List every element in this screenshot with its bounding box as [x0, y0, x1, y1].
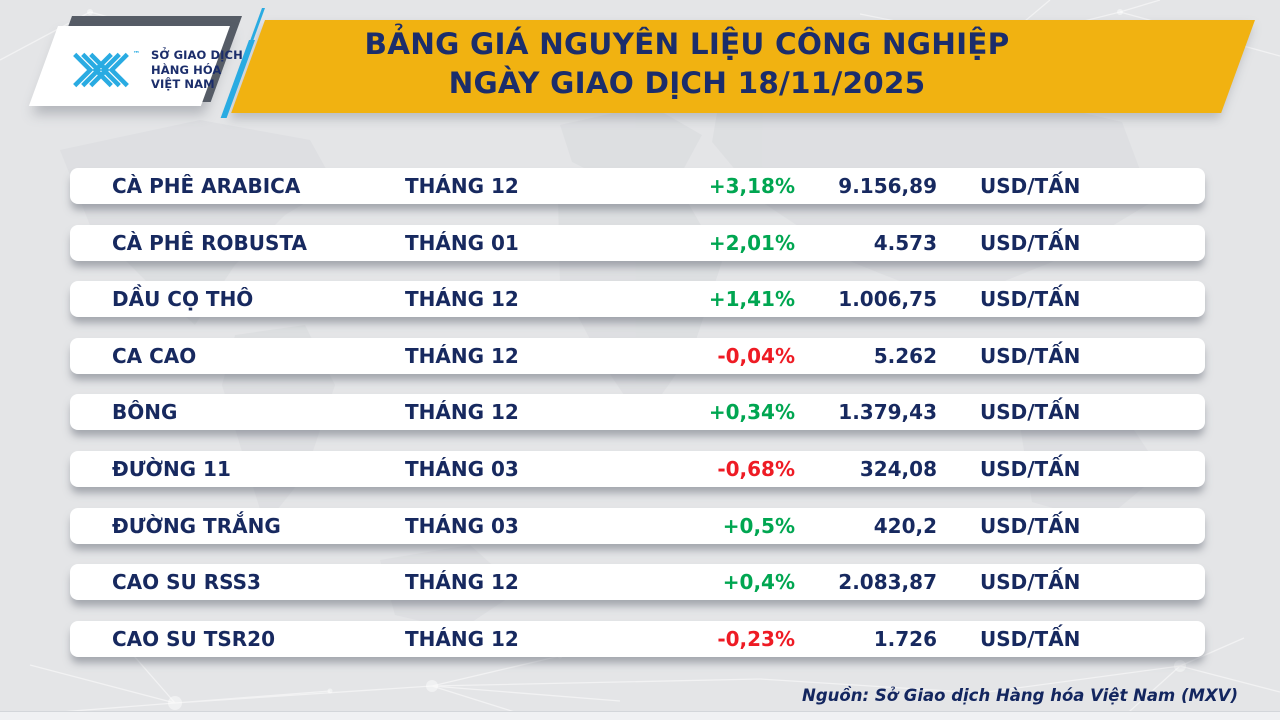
logo-org-line: HÀNG HÓA: [151, 62, 222, 77]
logo-org-line: SỞ GIAO DỊCH: [151, 48, 243, 62]
table-row: CAO SU TSR20 THÁNG 12 -0,23% 1.726 USD/T…: [70, 620, 1205, 657]
price-value: 1.006,75: [838, 287, 937, 312]
percent-change: +0,34%: [708, 400, 795, 425]
price-unit: USD/TẤN: [980, 626, 1081, 651]
mxv-logo-icon: [73, 52, 129, 87]
commodity-name: CÀ PHÊ ROBUSTA: [112, 230, 307, 255]
title-line-1: BẢNG GIÁ NGUYÊN LIỆU CÔNG NGHIỆP: [364, 27, 1010, 61]
logo-org-line: VIỆT NAM: [151, 77, 215, 91]
table-row: CÀ PHÊ ROBUSTA THÁNG 01 +2,01% 4.573 USD…: [70, 224, 1205, 261]
price-unit: USD/TẤN: [980, 287, 1081, 312]
price-value: 4.573: [873, 230, 937, 255]
price-value: 324,08: [859, 456, 937, 481]
trademark-symbol: ™: [133, 49, 140, 58]
commodity-name: ĐƯỜNG 11: [112, 456, 231, 481]
contract-month: THÁNG 12: [405, 343, 519, 368]
contract-month: THÁNG 03: [405, 456, 519, 481]
price-value: 5.262: [873, 343, 937, 368]
percent-change: -0,04%: [717, 343, 795, 368]
contract-month: THÁNG 12: [405, 400, 519, 425]
percent-change: +0,5%: [722, 513, 795, 538]
commodity-name: BÔNG: [112, 400, 178, 425]
logo-org-name: SỞ GIAO DỊCH HÀNG HÓA VIỆT NAM: [151, 48, 243, 92]
price-value: 1.379,43: [838, 400, 937, 425]
commodity-name: CÀ PHÊ ARABICA: [112, 174, 301, 198]
commodity-name: CAO SU TSR20: [112, 626, 276, 651]
title-line-2: NGÀY GIAO DỊCH 18/11/2025: [448, 66, 926, 100]
price-unit: USD/TẤN: [980, 343, 1081, 368]
contract-month: THÁNG 12: [405, 174, 519, 198]
commodity-name: CAO SU RSS3: [112, 570, 261, 595]
percent-change: -0,23%: [717, 626, 795, 651]
price-value: 9.156,89: [838, 174, 937, 198]
table-row: CA CAO THÁNG 12 -0,04% 5.262 USD/TẤN: [70, 337, 1205, 374]
mxv-logo: ™ SỞ GIAO DỊCH HÀNG HÓA VIỆT NAM: [72, 48, 243, 92]
price-value: 2.083,87: [838, 570, 937, 595]
contract-month: THÁNG 12: [405, 626, 519, 651]
commodity-name: CA CAO: [112, 343, 197, 368]
price-unit: USD/TẤN: [980, 230, 1081, 255]
percent-change: +1,41%: [708, 287, 795, 312]
table-row: ĐƯỜNG TRẮNG THÁNG 03 +0,5% 420,2 USD/TẤN: [70, 507, 1205, 544]
table-row: ĐƯỜNG 11 THÁNG 03 -0,68% 324,08 USD/TẤN: [70, 450, 1205, 487]
contract-month: THÁNG 03: [405, 513, 519, 538]
table-row: CAO SU RSS3 THÁNG 12 +0,4% 2.083,87 USD/…: [70, 564, 1205, 601]
page-title: BẢNG GIÁ NGUYÊN LIỆU CÔNG NGHIỆP NGÀY GI…: [272, 25, 1102, 103]
percent-change: -0,68%: [717, 456, 795, 481]
price-unit: USD/TẤN: [980, 456, 1081, 481]
table-row: DẦU CỌ THÔ THÁNG 12 +1,41% 1.006,75 USD/…: [70, 281, 1205, 318]
price-unit: USD/TẤN: [980, 513, 1081, 538]
table-row: CÀ PHÊ ARABICA THÁNG 12 +3,18% 9.156,89 …: [70, 168, 1205, 204]
percent-change: +2,01%: [708, 230, 795, 255]
commodity-name: DẦU CỌ THÔ: [112, 287, 254, 312]
source-credit: Nguồn: Sở Giao dịch Hàng hóa Việt Nam (M…: [802, 686, 1238, 705]
percent-change: +0,4%: [722, 570, 795, 595]
percent-change: +3,18%: [708, 174, 795, 198]
price-table: CÀ PHÊ ARABICA THÁNG 12 +3,18% 9.156,89 …: [70, 168, 1205, 677]
price-unit: USD/TẤN: [980, 400, 1081, 425]
price-value: 1.726: [873, 626, 937, 651]
price-unit: USD/TẤN: [980, 570, 1081, 595]
commodity-name: ĐƯỜNG TRẮNG: [112, 513, 281, 538]
price-value: 420,2: [873, 513, 937, 538]
contract-month: THÁNG 12: [405, 287, 519, 312]
contract-month: THÁNG 12: [405, 570, 519, 595]
price-unit: USD/TẤN: [980, 174, 1081, 198]
table-row: BÔNG THÁNG 12 +0,34% 1.379,43 USD/TẤN: [70, 394, 1205, 431]
bottom-strip: [0, 711, 1280, 720]
contract-month: THÁNG 01: [405, 230, 519, 255]
